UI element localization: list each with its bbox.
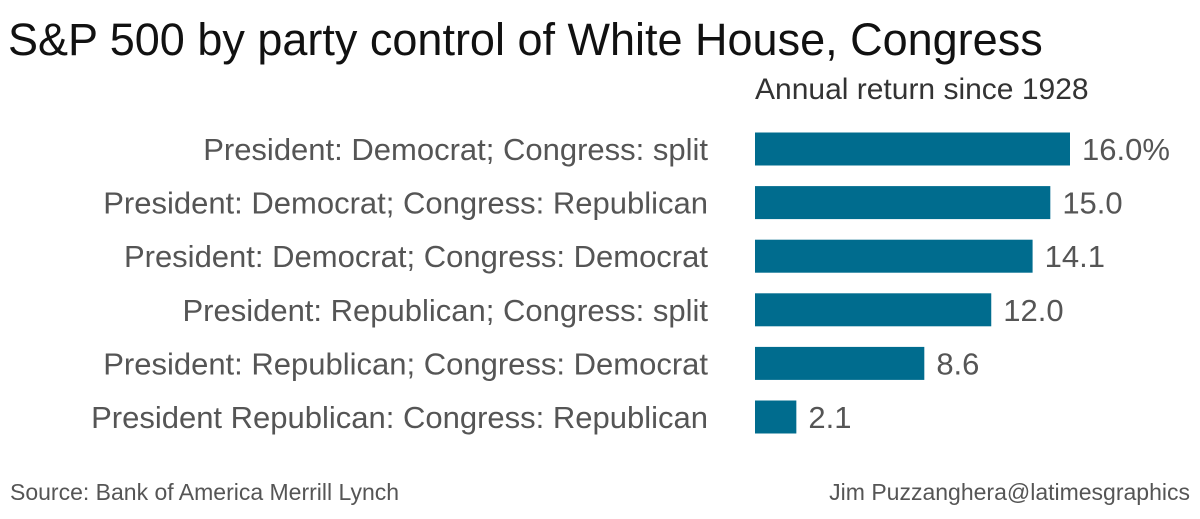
chart-title: S&P 500 by party control of White House,…: [8, 14, 1043, 65]
value-label: 12.0: [1003, 293, 1063, 328]
bar: [755, 239, 1033, 273]
category-label: President: Democrat; Congress: Democrat: [124, 239, 708, 274]
value-label: 15.0: [1062, 186, 1122, 221]
category-label: President: Democrat; Congress: Republica…: [103, 186, 708, 221]
credit-note: Jim Puzzanghera@latimesgraphics: [829, 479, 1190, 505]
category-label: President: Republican; Congress: Democra…: [103, 346, 708, 381]
bar: [755, 293, 992, 327]
value-label: 8.6: [936, 346, 979, 381]
category-label: President: Republican; Congress: split: [182, 293, 708, 328]
category-label: President: Democrat; Congress: split: [203, 132, 708, 167]
category-label: President Republican: Congress: Republic…: [91, 400, 708, 435]
source-note: Source: Bank of America Merrill Lynch: [10, 479, 400, 505]
value-label: 14.1: [1045, 239, 1105, 274]
chart-subtitle: Annual return since 1928: [755, 73, 1089, 106]
value-label: 16.0%: [1082, 132, 1170, 167]
bar: [755, 186, 1051, 220]
bar: [755, 400, 797, 434]
bar: [755, 346, 925, 380]
value-label: 2.1: [808, 400, 851, 435]
bar: [755, 132, 1070, 166]
